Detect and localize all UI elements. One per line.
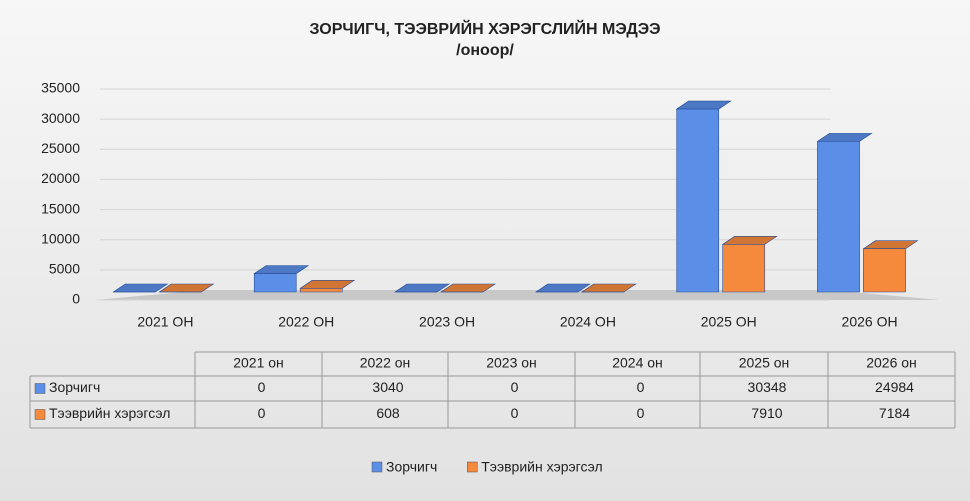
x-tick-label: 2026 ОН [842, 314, 898, 330]
table-cell: 0 [637, 379, 645, 395]
table-header: 2024 он [612, 355, 663, 371]
bar [299, 279, 356, 293]
table-header: 2023 он [486, 355, 537, 371]
y-tick-label: 30000 [41, 110, 80, 126]
legend-swatch [371, 461, 383, 473]
bar-face [863, 248, 906, 293]
bar [440, 283, 497, 293]
table-header: 2026 он [866, 355, 917, 371]
legend-swatch [34, 383, 46, 394]
chart-subtitle: /оноор/ [456, 42, 514, 59]
table-row-label: Тээврийн хэрэгсэл [49, 405, 170, 421]
x-tick-label: 2023 ОН [419, 314, 475, 330]
bar [534, 283, 591, 293]
bar [816, 132, 873, 293]
legend-label: Тээврийн хэрэгсэл [481, 459, 602, 475]
bar-face [299, 288, 343, 293]
x-tick-label: 2024 ОН [560, 314, 616, 330]
y-tick-label: 35000 [41, 80, 80, 96]
legend-label: Зорчигч [386, 459, 437, 475]
y-tick-label: 10000 [41, 230, 80, 246]
table-cell: 7910 [751, 405, 782, 421]
table-header: 2021 он [233, 355, 284, 371]
table-cell: 30348 [748, 379, 787, 395]
bar [158, 283, 215, 293]
bar [721, 235, 778, 293]
table-header: 2022 он [360, 355, 411, 371]
y-tick-label: 25000 [41, 140, 80, 156]
y-tick-label: 5000 [49, 261, 80, 277]
bar-face [676, 108, 720, 293]
table-row-label: Зорчигч [49, 379, 100, 395]
table-cell: 0 [258, 379, 266, 395]
table-cell: 0 [511, 405, 519, 421]
bar-face [817, 141, 860, 293]
y-tick-label: 0 [72, 291, 80, 307]
table-cell: 608 [376, 405, 400, 421]
floor [95, 290, 940, 300]
table-cell: 0 [637, 405, 645, 421]
table-header: 2025 он [739, 355, 790, 371]
legend-swatch [467, 461, 478, 473]
x-tick-label: 2021 ОН [137, 314, 193, 330]
table-cell: 7184 [879, 405, 910, 421]
bar [253, 265, 310, 293]
bar [862, 240, 919, 293]
bar-face [253, 273, 297, 293]
table-cell: 24984 [875, 379, 914, 395]
x-tick-label: 2025 ОН [701, 314, 757, 330]
table-cell: 0 [511, 379, 519, 395]
y-tick-label: 20000 [41, 170, 80, 186]
table-cell: 3040 [372, 379, 403, 395]
y-tick-label: 15000 [41, 200, 80, 216]
bar [580, 283, 637, 293]
chart-title: ЗОРЧИГЧ, ТЭЭВРИЙН ХЭРЭГСЛИЙН МЭДЭЭ [309, 19, 660, 38]
legend-swatch [34, 409, 46, 420]
bar [675, 100, 732, 293]
bar [394, 283, 451, 293]
x-tick-label: 2022 ОН [278, 314, 334, 330]
bar-face [722, 244, 766, 293]
table-cell: 0 [258, 405, 266, 421]
bar [112, 283, 169, 293]
